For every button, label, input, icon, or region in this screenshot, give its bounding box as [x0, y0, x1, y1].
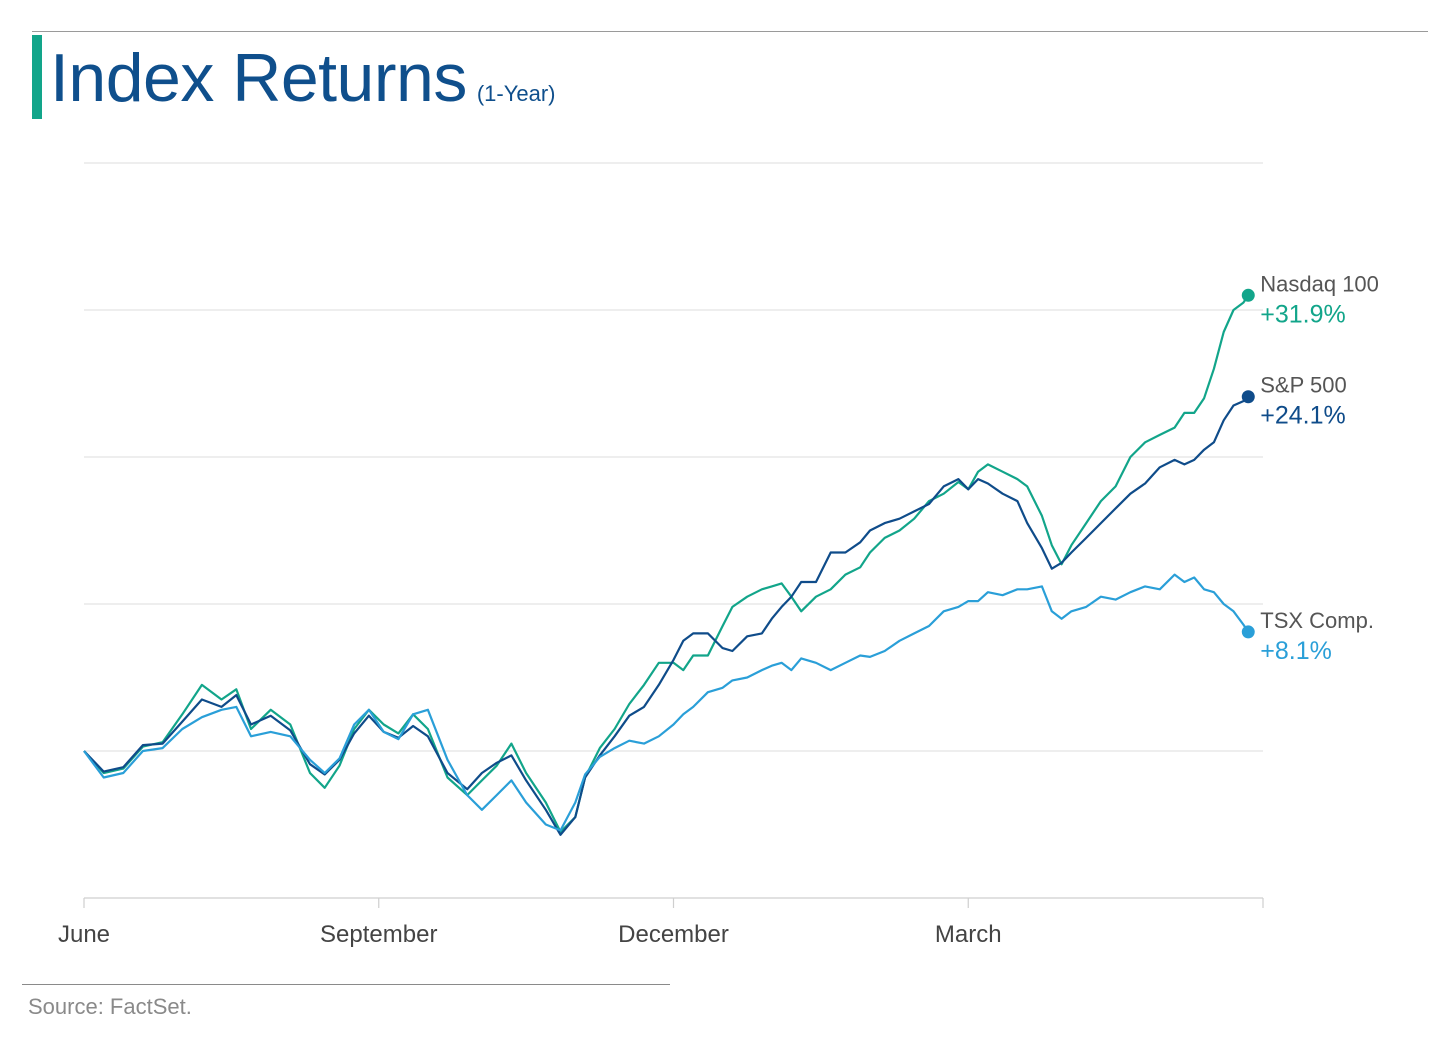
end-marker-sp500 — [1241, 390, 1255, 404]
line-chart: June September December March Nasdaq 100 +31… — [58, 162, 1379, 948]
bottom-rule — [22, 984, 670, 985]
x-tick-label: December — [618, 921, 729, 948]
end-label-name-sp500: S&P 500 — [1260, 373, 1346, 398]
x-axis: June September December March — [58, 897, 1264, 948]
chart-subtitle: (1-Year) — [476, 81, 556, 106]
end-marker-nasdaq — [1241, 288, 1255, 302]
end-markers — [1241, 288, 1255, 639]
chart-title: Index Returns (1-Year) — [50, 38, 556, 134]
title-accent-bar — [32, 35, 42, 119]
end-label-value-sp500: +24.1% — [1260, 402, 1346, 430]
x-tick-label: June — [58, 921, 110, 948]
x-tick-label: March — [935, 921, 1002, 948]
end-labels: Nasdaq 100 +31.9% S&P 500 +24.1% TSX Comp. +8… — [1260, 271, 1379, 665]
chart-title-text: Index Returns — [50, 40, 467, 116]
gridlines — [84, 162, 1263, 752]
series-line-nasdaq — [83, 294, 1250, 833]
end-label-name-tsx: TSX Comp. — [1260, 608, 1374, 633]
end-marker-tsx — [1241, 625, 1255, 639]
series-lines — [83, 294, 1250, 836]
top-rule — [32, 31, 1428, 32]
x-tick-label: September — [320, 921, 437, 948]
end-label-value-nasdaq: +31.9% — [1260, 300, 1346, 328]
series-line-sp500 — [83, 395, 1250, 836]
source-note: Source: FactSet. — [28, 994, 192, 1019]
end-label-name-nasdaq: Nasdaq 100 — [1260, 271, 1379, 296]
series-line-tsx — [83, 573, 1250, 832]
end-label-value-tsx: +8.1% — [1260, 637, 1332, 665]
